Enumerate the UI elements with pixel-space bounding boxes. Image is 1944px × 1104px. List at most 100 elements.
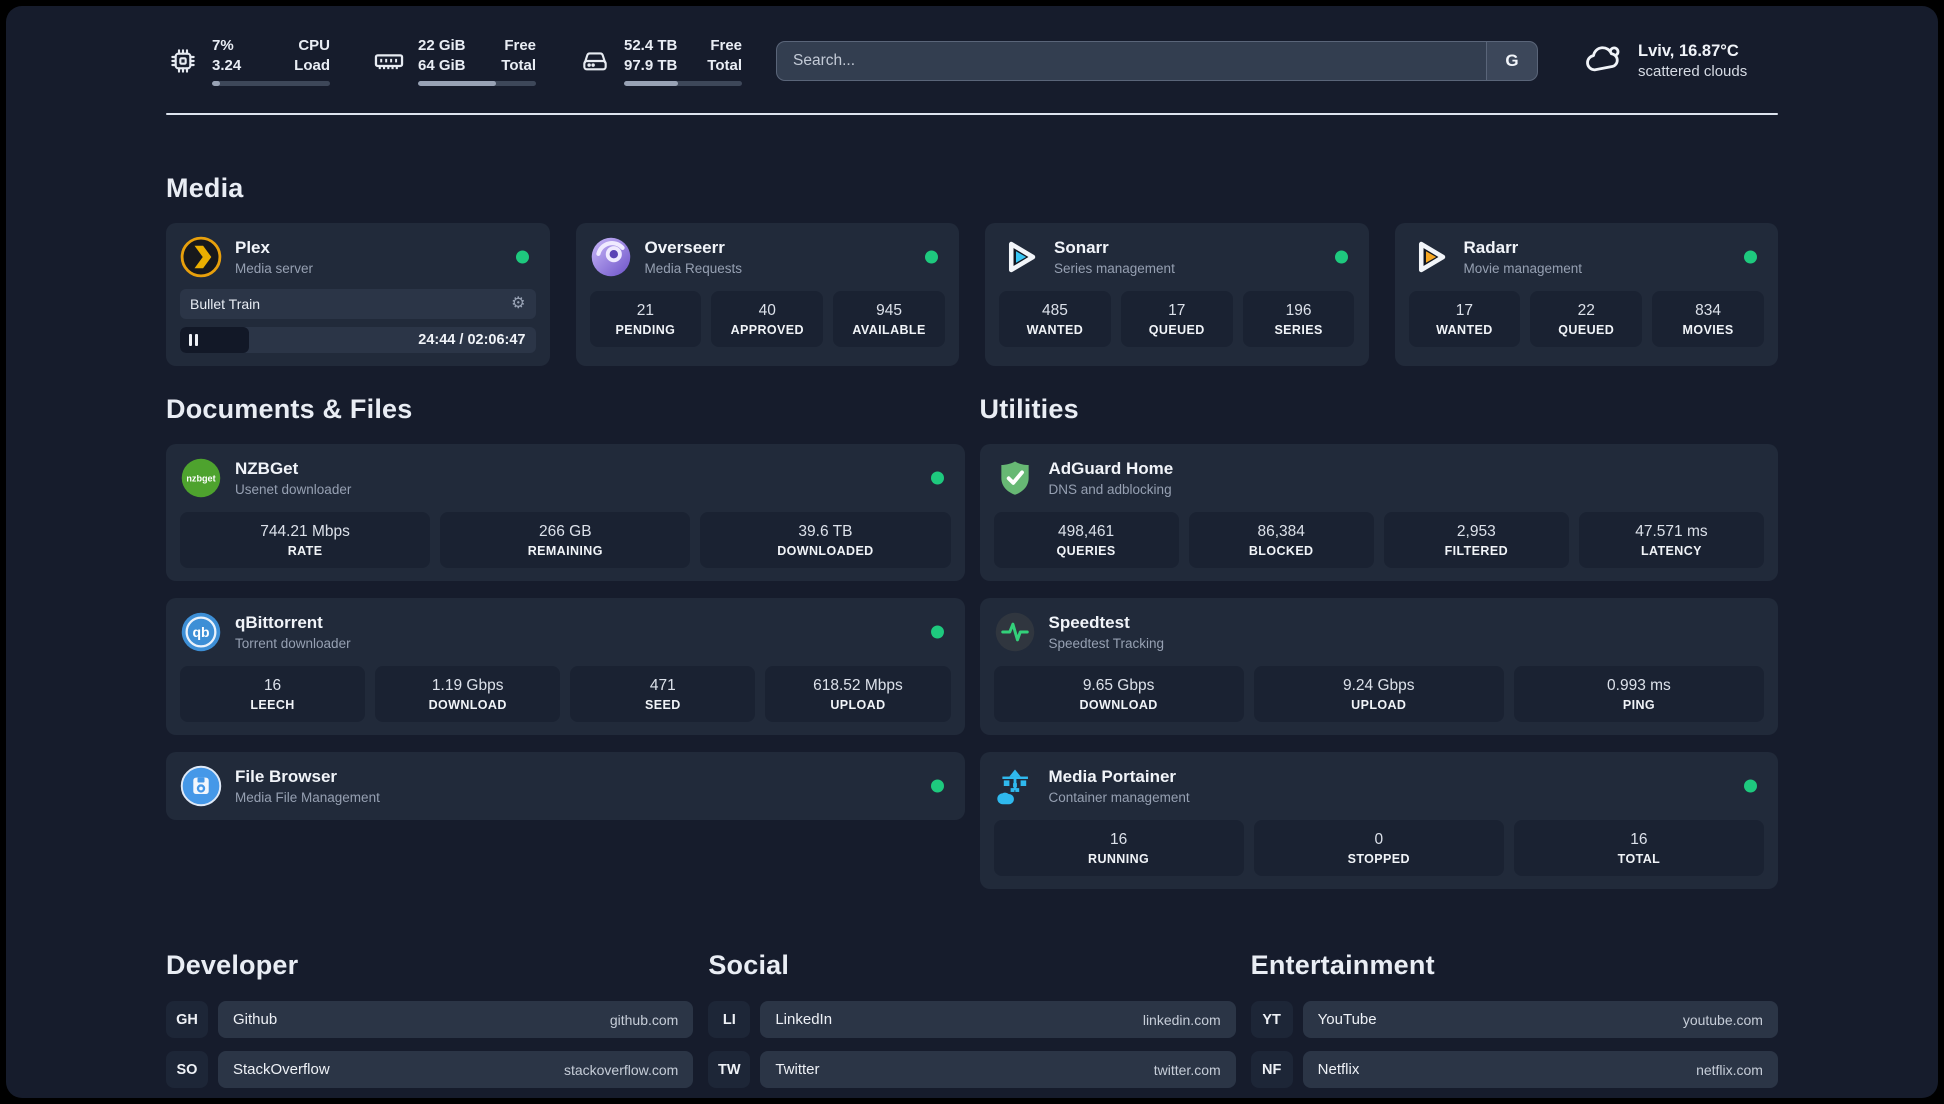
stat-label: Load: [294, 57, 330, 74]
stat-tile: 16 RUNNING: [993, 820, 1244, 876]
stat-tile: 945 AVAILABLE: [833, 291, 945, 347]
bookmark-youtube[interactable]: YT YouTube youtube.com: [1250, 1001, 1778, 1038]
app-card-radarr[interactable]: Radarr Movie management 17 WANTED 22 QUEUED 83…: [1394, 223, 1778, 366]
nzbget-icon: nzbget: [180, 457, 222, 499]
stat-tile: 0.993 ms PING: [1513, 666, 1765, 722]
bookmark-abbr: NF: [1250, 1051, 1293, 1088]
app-card-portainer[interactable]: Media Portainer Container management 16 RUN…: [979, 752, 1778, 889]
stat-tile: 196 SERIES: [1242, 291, 1355, 347]
stat-tile-value: 266 GB: [538, 522, 592, 540]
bookmark-linkedin[interactable]: LI LinkedIn linkedin.com: [708, 1001, 1236, 1038]
stat-value: 22 GiB: [418, 37, 466, 54]
app-card-filebrowser[interactable]: File Browser Media File Management: [166, 752, 965, 820]
stat-tile-label: REMAINING: [527, 543, 603, 558]
stat-tile-label: DOWNLOAD: [428, 697, 507, 712]
stat-tile-value: 498,461: [1058, 522, 1115, 540]
stat-value: 7%: [212, 37, 234, 54]
section-split: Documents & Files nzbget NZBGet Usenet dow…: [166, 394, 1778, 906]
app-name: Overseerr: [644, 237, 725, 257]
stat-tile-label: UPLOAD: [830, 697, 886, 712]
status-dot: [930, 471, 944, 485]
app-subtitle: Movie management: [1463, 260, 1583, 276]
speedtest-icon: [994, 611, 1036, 653]
app-card-nzbget[interactable]: nzbget NZBGet Usenet downloader 744.21 Mbps…: [166, 444, 965, 581]
app-subtitle: Usenet downloader: [235, 481, 352, 497]
section-title-developer: Developer: [166, 950, 299, 980]
section-title-media: Media: [166, 173, 244, 203]
stat-tile: 744.21 Mbps RATE: [180, 512, 431, 568]
app-card-adguard[interactable]: AdGuard Home DNS and adblocking 498,461 QUE…: [979, 444, 1778, 581]
stat-tile-value: 86,384: [1257, 522, 1305, 540]
app-card-sonarr[interactable]: Sonarr Series management 485 WANTED 17 QUEUED…: [985, 223, 1369, 366]
stat-tile-label: BLOCKED: [1248, 543, 1314, 558]
bookmark-netflix[interactable]: NF Netflix netflix.com: [1250, 1051, 1778, 1088]
pause-icon[interactable]: [189, 334, 198, 346]
stat-tile-value: 618.52 Mbps: [813, 676, 903, 694]
bookmark-abbr: SO: [166, 1051, 208, 1088]
app-card-overseerr[interactable]: Overseerr Media Requests 21 PENDING 40 APPROV…: [575, 223, 959, 366]
app-card-qbittorrent[interactable]: qb qBittorrent Torrent downloader 16 LEECH 1.…: [166, 598, 965, 735]
stat-value: 97.9 TB: [624, 57, 678, 74]
stat-progress-fill: [418, 81, 496, 86]
bookmark-url: stackoverflow.com: [563, 1061, 679, 1078]
stat-tile: 17 WANTED: [1408, 291, 1521, 347]
stat-tile-value: 1.19 Gbps: [431, 676, 504, 694]
stat-tile-label: MOVIES: [1682, 322, 1734, 337]
bookmark-stackoverflow[interactable]: SO StackOverflow stackoverflow.com: [166, 1051, 694, 1088]
top-bar: 7% CPU 3.24 Load 22 GiB Free 64 GiB Total 52.4 T…: [6, 6, 1938, 86]
bookmark-abbr: YT: [1250, 1001, 1293, 1038]
sonarr-icon: [999, 236, 1041, 278]
stat-progress-fill: [624, 81, 679, 86]
section-utilities: Utilities AdGuard Home DNS and adblocking…: [979, 394, 1778, 906]
weather-condition: scattered clouds: [1638, 63, 1748, 80]
app-name: AdGuard Home: [1048, 458, 1174, 478]
stat-tile: 40 APPROVED: [711, 291, 824, 347]
stat-tile-label: SEED: [644, 697, 681, 712]
stat-tile-label: UPLOAD: [1351, 697, 1407, 712]
player-progress-bar[interactable]: 24:44 / 02:06:47: [180, 327, 536, 353]
stat-tile: 266 GB REMAINING: [440, 512, 691, 568]
stat-label: Free: [710, 37, 742, 54]
now-playing-title: Bullet Train: [190, 296, 261, 312]
app-subtitle: Container management: [1048, 789, 1190, 805]
section-title-utilities: Utilities: [979, 394, 1079, 424]
stat-value: 52.4 TB: [624, 37, 678, 54]
app-card-speedtest[interactable]: Speedtest Speedtest Tracking 9.65 Gbps DOWN…: [979, 598, 1778, 735]
stat-progressbar: [418, 81, 536, 86]
stat-tile: 16 TOTAL: [1513, 820, 1765, 876]
status-dot: [1744, 250, 1757, 264]
bookmark-name: Twitter: [775, 1061, 820, 1078]
bookmark-url: linkedin.com: [1142, 1011, 1221, 1028]
stat-tile: 618.52 Mbps UPLOAD: [765, 666, 951, 722]
gear-icon[interactable]: ⚙: [511, 295, 526, 312]
app-subtitle: Media server: [235, 260, 314, 276]
app-name: Sonarr: [1054, 237, 1109, 257]
qbittorrent-icon: qb: [180, 611, 222, 653]
search-provider-button[interactable]: G: [1486, 41, 1538, 81]
stat-tile: 17 QUEUED: [1120, 291, 1233, 347]
stat-label: Free: [504, 37, 536, 54]
bookmark-group-entertainment: Entertainment YT YouTube youtube.com NF Netfl…: [1250, 950, 1778, 1098]
bookmark-twitter[interactable]: TW Twitter twitter.com: [708, 1051, 1236, 1088]
app-name: NZBGet: [235, 458, 299, 478]
stat-tile-value: 22: [1577, 301, 1595, 319]
app-name: Media Portainer: [1048, 766, 1177, 786]
stat-tile-value: 744.21 Mbps: [260, 522, 350, 540]
disk-icon: [578, 44, 612, 78]
bookmark-group-developer: Developer GH Github github.com SO StackOverfl…: [166, 950, 694, 1098]
status-dot: [930, 625, 944, 639]
bookmark-name: LinkedIn: [775, 1011, 833, 1028]
stat-tile: 1.19 Gbps DOWNLOAD: [375, 666, 561, 722]
stat-tile-value: 485: [1041, 301, 1068, 319]
stat-tile-label: AVAILABLE: [852, 322, 926, 337]
search-input[interactable]: [776, 41, 1486, 81]
stat-tile-value: 834: [1695, 301, 1721, 319]
app-name: qBittorrent: [235, 612, 323, 632]
app-card-plex[interactable]: Plex Media server Bullet Train ⚙ 24:44 / 02:…: [166, 223, 550, 366]
app-subtitle: Media Requests: [644, 260, 743, 276]
app-name: Plex: [235, 237, 270, 257]
app-name: Speedtest: [1048, 612, 1130, 632]
app-subtitle: Series management: [1054, 260, 1175, 276]
stat-tile: 21 PENDING: [589, 291, 702, 347]
bookmark-github[interactable]: GH Github github.com: [166, 1001, 694, 1038]
